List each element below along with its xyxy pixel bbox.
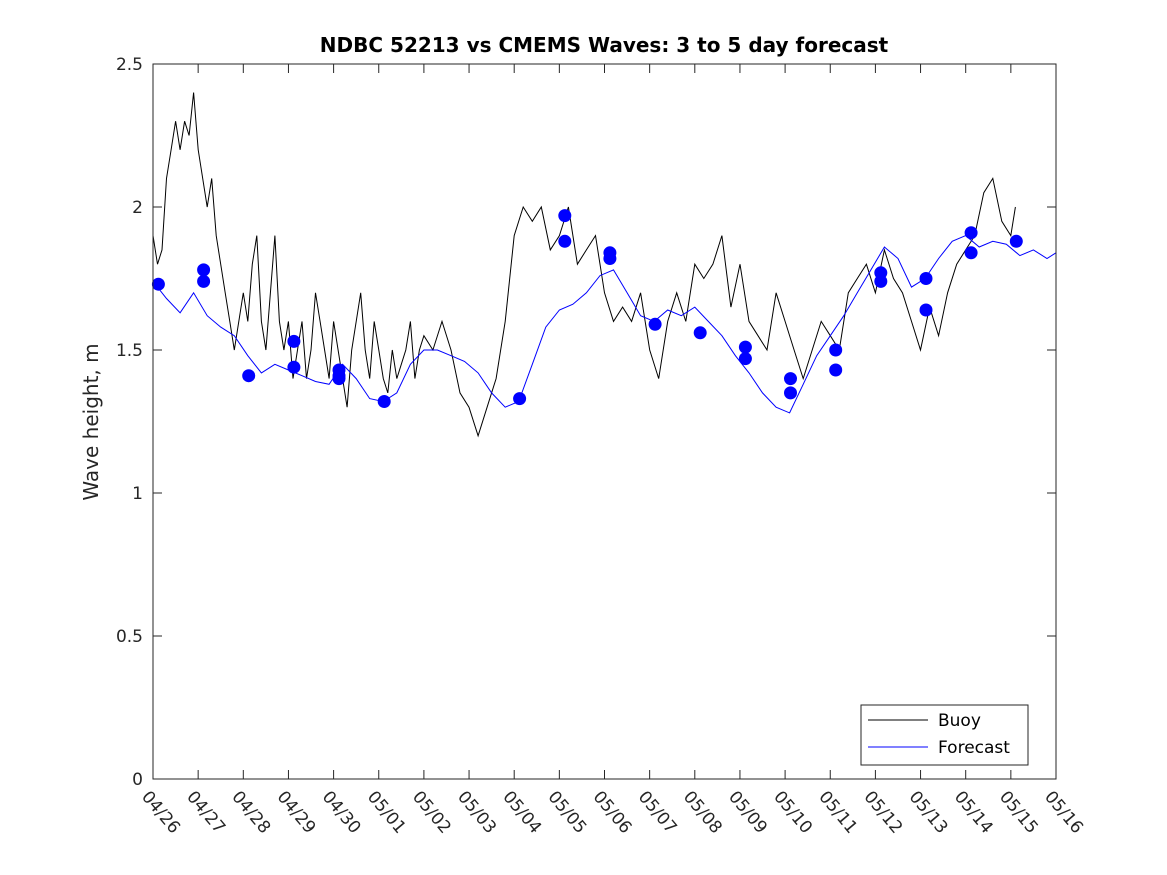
forecast-marker: [377, 395, 391, 408]
y-tick-label: 0: [132, 770, 143, 790]
y-tick-label: 0.5: [116, 627, 143, 647]
forecast-marker: [919, 303, 933, 317]
y-tick-label: 1: [132, 484, 143, 504]
y-tick-label: 2: [132, 198, 143, 218]
forecast-marker: [603, 252, 617, 265]
forecast-marker: [738, 352, 752, 366]
legend-box: [860, 704, 1029, 766]
forecast-marker: [874, 274, 888, 288]
forecast-marker: [242, 369, 256, 383]
chart-title: NDBC 52213 vs CMEMS Waves: 3 to 5 day fo…: [320, 33, 889, 57]
forecast-marker: [287, 360, 301, 374]
legend-forecast-label: Forecast: [938, 738, 1010, 758]
forecast-marker: [648, 317, 662, 331]
forecast-marker: [964, 246, 978, 260]
forecast-marker: [513, 392, 527, 406]
legend-buoy-label: Buoy: [938, 711, 981, 731]
y-tick-label: 2.5: [116, 55, 143, 75]
forecast-marker: [738, 340, 752, 354]
forecast-marker: [1009, 234, 1023, 248]
legend: Buoy Forecast: [860, 704, 1029, 766]
forecast-marker: [964, 226, 978, 240]
y-axis-label: Wave height, m: [79, 343, 103, 500]
plot-area: [151, 92, 1057, 438]
y-tick-label: 1.5: [116, 341, 143, 361]
forecast-marker: [829, 343, 843, 357]
forecast-marker: [784, 386, 797, 400]
forecast-marker: [558, 234, 572, 248]
forecast-marker: [197, 263, 211, 277]
forecast-marker: [829, 363, 843, 377]
series-line-forecast: [152, 235, 1057, 414]
forecast-marker: [919, 272, 933, 285]
forecast-marker: [332, 369, 346, 383]
forecast-marker: [558, 209, 572, 223]
forecast-marker: [197, 274, 211, 288]
forecast-marker: [287, 334, 301, 348]
forecast-marker: [784, 372, 797, 386]
forecast-marker: [693, 326, 707, 340]
forecast-marker: [151, 277, 165, 291]
